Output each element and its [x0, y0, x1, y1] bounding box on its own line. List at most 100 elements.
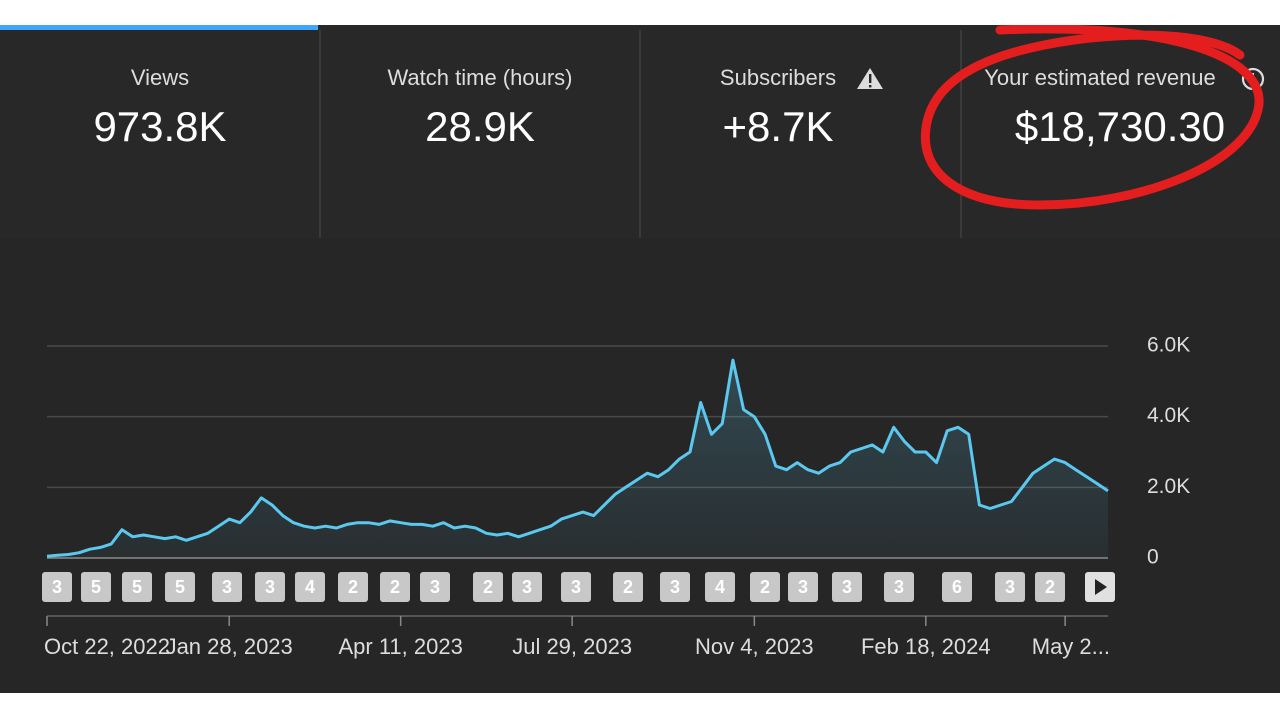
- marker-box: [473, 572, 503, 602]
- metric-value: +8.7K: [723, 103, 834, 150]
- marker-box: [1035, 572, 1065, 602]
- marker-count: 3: [894, 577, 904, 597]
- marker-box: [338, 572, 368, 602]
- metric-label: Your estimated revenue: [984, 65, 1216, 90]
- x-tick-label: Nov 4, 2023: [695, 634, 814, 659]
- metric-value: 28.9K: [425, 103, 535, 150]
- marker-count: 3: [798, 577, 808, 597]
- video-marker[interactable]: 3: [420, 572, 450, 602]
- selected-tab-indicator: [0, 25, 318, 30]
- video-marker[interactable]: 3: [884, 572, 914, 602]
- marker-count: 3: [842, 577, 852, 597]
- metric-card[interactable]: Views 973.8K: [93, 65, 226, 150]
- marker-box: [788, 572, 818, 602]
- marker-count: 3: [52, 577, 62, 597]
- marker-box: [295, 572, 325, 602]
- video-marker[interactable]: 2: [1035, 572, 1065, 602]
- video-marker[interactable]: 5: [165, 572, 195, 602]
- marker-count: 2: [623, 577, 633, 597]
- x-tick-label: Jan 28, 2023: [166, 634, 293, 659]
- marker-count: 2: [390, 577, 400, 597]
- marker-box: [750, 572, 780, 602]
- metric-card[interactable]: Your estimated revenue $18,730.30: [984, 65, 1225, 150]
- metric-value: $18,730.30: [1015, 103, 1225, 150]
- marker-count: 2: [1045, 577, 1055, 597]
- marker-box: [42, 572, 72, 602]
- y-tick-label: 2.0K: [1147, 475, 1190, 498]
- warning-icon[interactable]: [857, 68, 883, 89]
- metric-value: 973.8K: [93, 103, 226, 150]
- marker-box: [613, 572, 643, 602]
- x-tick-label: Apr 11, 2023: [338, 634, 462, 659]
- y-tick-label: 0: [1147, 546, 1159, 569]
- metric-card[interactable]: Watch time (hours) 28.9K: [387, 65, 572, 150]
- play-icon: [1095, 579, 1107, 595]
- metric-label: Views: [131, 65, 189, 90]
- video-marker[interactable]: 5: [122, 572, 152, 602]
- marker-count: 3: [222, 577, 232, 597]
- marker-count: 4: [305, 577, 315, 597]
- marker-box: [122, 572, 152, 602]
- video-marker[interactable]: 3: [832, 572, 862, 602]
- video-marker[interactable]: 6: [942, 572, 972, 602]
- video-marker[interactable]: 2: [473, 572, 503, 602]
- marker-count: 3: [1005, 577, 1015, 597]
- marker-box: [832, 572, 862, 602]
- marker-box: [705, 572, 735, 602]
- video-marker[interactable]: 3: [212, 572, 242, 602]
- marker-count: 4: [715, 577, 725, 597]
- marker-box: [660, 572, 690, 602]
- video-marker[interactable]: 2: [380, 572, 410, 602]
- video-marker[interactable]: 3: [255, 572, 285, 602]
- marker-box: [561, 572, 591, 602]
- marker-box: [884, 572, 914, 602]
- video-marker[interactable]: 3: [995, 572, 1025, 602]
- marker-count: 3: [670, 577, 680, 597]
- marker-count: 2: [483, 577, 493, 597]
- y-tick-label: 4.0K: [1147, 404, 1190, 427]
- video-marker[interactable]: 2: [338, 572, 368, 602]
- video-marker[interactable]: 4: [295, 572, 325, 602]
- marker-box: [81, 572, 111, 602]
- area: [47, 360, 1108, 558]
- marker-box: [380, 572, 410, 602]
- video-marker[interactable]: 3: [561, 572, 591, 602]
- marker-count: 5: [132, 577, 142, 597]
- marker-box: [420, 572, 450, 602]
- x-tick-label: May 2...: [1032, 634, 1110, 659]
- video-marker[interactable]: 3: [660, 572, 690, 602]
- marker-count: 3: [522, 577, 532, 597]
- marker-count: 6: [952, 577, 962, 597]
- video-marker[interactable]: 5: [81, 572, 111, 602]
- marker-box: [165, 572, 195, 602]
- x-tick-label: Oct 22, 2022: [44, 634, 170, 659]
- marker-box: [942, 572, 972, 602]
- x-tick-label: Feb 18, 2024: [861, 634, 991, 659]
- video-marker[interactable]: 3: [42, 572, 72, 602]
- marker-count: 5: [91, 577, 101, 597]
- video-marker[interactable]: 3: [788, 572, 818, 602]
- marker-count: 3: [571, 577, 581, 597]
- metric-label: Subscribers: [720, 65, 836, 90]
- video-marker[interactable]: 4: [705, 572, 735, 602]
- y-tick-label: 6.0K: [1147, 334, 1190, 357]
- video-marker[interactable]: 2: [750, 572, 780, 602]
- marker-count: 3: [265, 577, 275, 597]
- video-marker[interactable]: 2: [613, 572, 643, 602]
- metric-card[interactable]: Subscribers +8.7K: [720, 65, 836, 150]
- marker-count: 5: [175, 577, 185, 597]
- dashboard: Views 973.8K Watch time (hours) 28.9K Subscr…: [0, 25, 1280, 659]
- video-marker[interactable]: 3: [512, 572, 542, 602]
- highlight-circle: [920, 25, 1264, 210]
- marker-box: [995, 572, 1025, 602]
- marker-count: 2: [348, 577, 358, 597]
- metric-label: Watch time (hours): [387, 65, 572, 90]
- x-tick-label: Jul 29, 2023: [512, 634, 632, 659]
- marker-box: [212, 572, 242, 602]
- marker-count: 2: [760, 577, 770, 597]
- analytics-panel: Views 973.8K Watch time (hours) 28.9K Subscr…: [0, 25, 1280, 693]
- marker-count: 3: [430, 577, 440, 597]
- play-button[interactable]: [1085, 572, 1115, 602]
